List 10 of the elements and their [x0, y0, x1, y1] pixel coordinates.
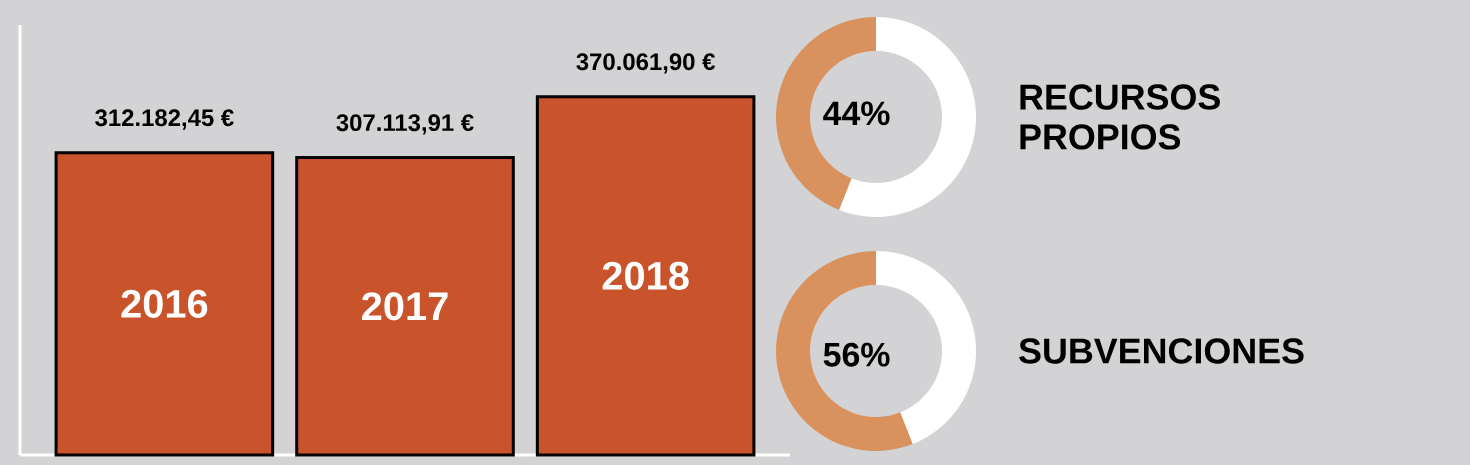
text: RECURSOS PROPIOS [1020, 84, 1220, 150]
data-label: 312.182,45 € [95, 109, 234, 130]
x-tick-label: 2016 [121, 289, 208, 318]
x-tick-label: 2017 [362, 292, 448, 321]
data-label: 370.061,90 € [576, 53, 715, 74]
text: SUBVENCIONES [1019, 338, 1304, 364]
data-label: 307.113,91 € [336, 114, 474, 135]
data-label: 56% [823, 342, 890, 367]
data-label: 44% [823, 101, 890, 126]
x-tick-label: 2018 [602, 261, 689, 290]
